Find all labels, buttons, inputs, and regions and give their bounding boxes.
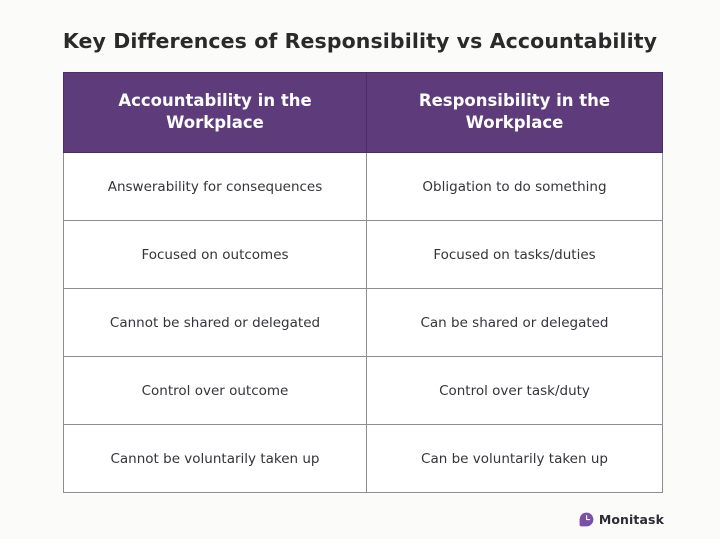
cell-accountability: Focused on outcomes — [63, 220, 367, 289]
cell-accountability: Answerability for consequences — [63, 152, 367, 221]
brand-logo: Monitask — [579, 512, 664, 527]
cell-responsibility: Obligation to do something — [366, 152, 663, 221]
table-row: Cannot be shared or delegated Can be sha… — [63, 288, 663, 357]
table-header-row: Accountability in the Workplace Responsi… — [63, 72, 663, 153]
cell-responsibility: Focused on tasks/duties — [366, 220, 663, 289]
table-row: Cannot be voluntarily taken up Can be vo… — [63, 424, 663, 493]
page-title: Key Differences of Responsibility vs Acc… — [62, 29, 658, 53]
comparison-table: Accountability in the Workplace Responsi… — [63, 72, 663, 493]
monitask-teardrop-icon — [579, 512, 594, 527]
cell-responsibility: Can be voluntarily taken up — [366, 424, 663, 493]
cell-accountability: Cannot be voluntarily taken up — [63, 424, 367, 493]
cell-accountability: Control over outcome — [63, 356, 367, 425]
table-header: Accountability in the Workplace Responsi… — [63, 72, 663, 153]
table-row: Control over outcome Control over task/d… — [63, 356, 663, 425]
cell-accountability: Cannot be shared or delegated — [63, 288, 367, 357]
cell-responsibility: Control over task/duty — [366, 356, 663, 425]
brand-name: Monitask — [598, 512, 664, 527]
cell-responsibility: Can be shared or delegated — [366, 288, 663, 357]
table-row: Answerability for consequences Obligatio… — [63, 152, 663, 221]
table-body: Answerability for consequences Obligatio… — [63, 152, 663, 493]
column-header-responsibility: Responsibility in the Workplace — [366, 72, 663, 153]
column-header-accountability: Accountability in the Workplace — [63, 72, 367, 153]
table-row: Focused on outcomes Focused on tasks/dut… — [63, 220, 663, 289]
